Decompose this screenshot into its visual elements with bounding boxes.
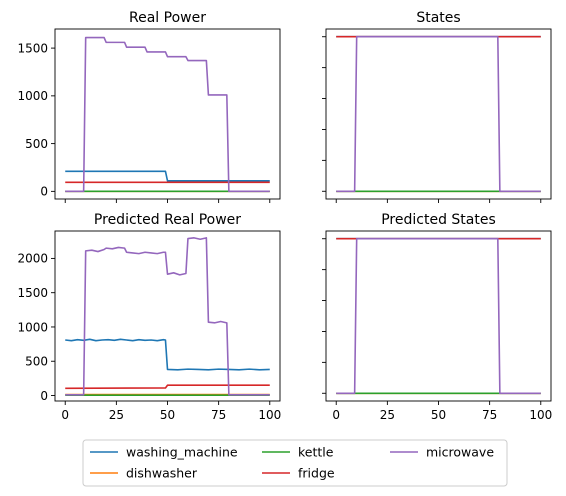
plot-area: 0 500 1000 1500 — [17, 28, 281, 203]
subplot-real-power: Real Power 0 500 1000 1500 — [17, 10, 281, 203]
x-tick-label: 50 — [160, 408, 175, 422]
plot-area: 0 25 50 75 100 — [322, 230, 552, 422]
subplot-title: Real Power — [129, 10, 206, 26]
plot-area — [322, 28, 552, 203]
series-line-microwave — [65, 36, 270, 193]
x-tick-label: 25 — [380, 408, 395, 422]
y-tick-label: 0 — [40, 185, 48, 199]
series-line-microwave — [336, 35, 541, 193]
x-tick-label: 25 — [109, 408, 124, 422]
subplot-predicted-states: Predicted States 0 25 50 75 100 — [322, 212, 552, 422]
legend-item-washing-machine: washing_machine — [90, 445, 238, 460]
x-tick-label: 100 — [258, 408, 281, 422]
series-line-washing-machine — [65, 338, 270, 371]
y-tick-label: 1500 — [17, 41, 48, 55]
legend: washing_machine dishwasher kettle fridge… — [82, 439, 508, 487]
x-tick-label: 100 — [529, 408, 552, 422]
series-line-microwave — [336, 237, 541, 395]
x-tick-label: 0 — [332, 408, 340, 422]
legend-label: washing_machine — [126, 445, 238, 460]
legend-label: kettle — [298, 445, 334, 460]
series-line-washing-machine — [65, 170, 270, 182]
y-tick-label: 1000 — [17, 89, 48, 103]
subplot-title: States — [416, 10, 460, 26]
series-line-fridge — [65, 384, 270, 390]
y-tick-label: 500 — [25, 355, 48, 369]
legend-item-dishwasher: dishwasher — [90, 466, 198, 481]
x-tick-label: 50 — [431, 408, 446, 422]
y-tick-label: 1500 — [17, 286, 48, 300]
x-tick-label: 0 — [61, 408, 69, 422]
subplot-title: Predicted Real Power — [94, 212, 241, 228]
x-tick-label: 75 — [211, 408, 226, 422]
y-tick-label: 0 — [40, 389, 48, 403]
legend-label: fridge — [298, 466, 335, 481]
legend-item-fridge: fridge — [262, 466, 335, 481]
y-tick-label: 1000 — [17, 320, 48, 334]
legend-label: microwave — [426, 445, 494, 460]
x-tick-label: 75 — [482, 408, 497, 422]
legend-item-microwave: microwave — [390, 445, 494, 460]
series-line-microwave — [65, 237, 270, 396]
subplot-title: Predicted States — [381, 212, 496, 228]
subplot-states: States — [322, 10, 552, 203]
legend-item-kettle: kettle — [262, 445, 334, 460]
subplot-predicted-real-power: Predicted Real Power 0 25 50 75 100050010001… — [17, 212, 281, 422]
y-tick-label: 500 — [25, 137, 48, 151]
y-tick-label: 2000 — [17, 252, 48, 266]
legend-label: dishwasher — [126, 466, 198, 481]
